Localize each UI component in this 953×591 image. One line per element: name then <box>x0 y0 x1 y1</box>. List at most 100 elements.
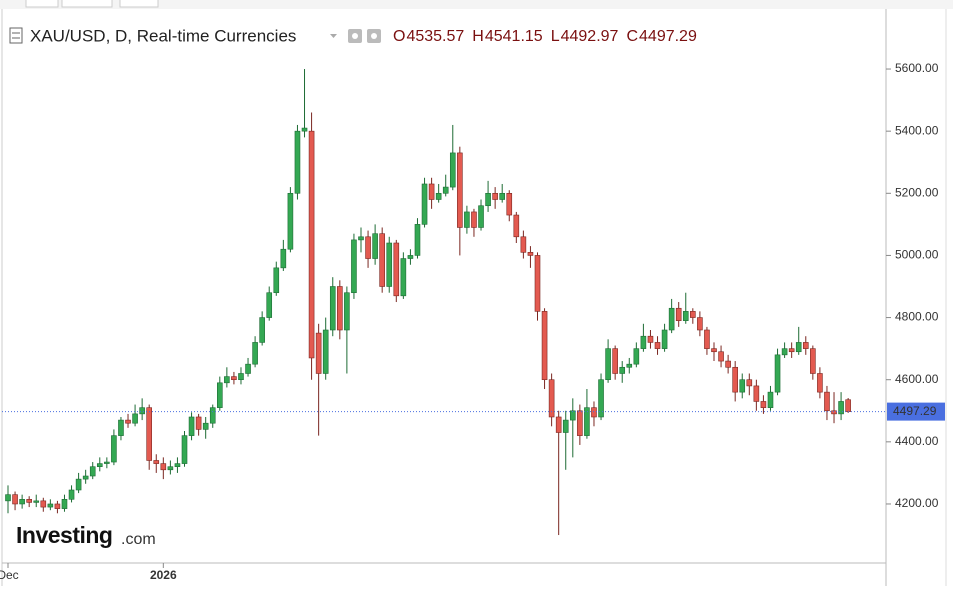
candle-body <box>732 366 738 393</box>
tab <box>119 0 159 8</box>
candle-body <box>802 342 809 349</box>
y-tick-label: 4200.00 <box>895 496 939 510</box>
candle-body <box>287 192 294 250</box>
toolbar-strip <box>0 0 953 9</box>
candle-body <box>132 413 138 424</box>
candle-body <box>682 311 689 321</box>
y-tick-label: 4400.00 <box>895 434 939 448</box>
dropdown-arrow[interactable] <box>330 34 337 38</box>
ohlc-value: 4497.29 <box>639 28 697 45</box>
candle-body <box>449 152 456 188</box>
candle-body <box>471 211 477 228</box>
candle-body <box>47 503 54 508</box>
candle-body <box>513 214 520 238</box>
candle-body <box>273 267 280 294</box>
candle-body <box>633 348 640 365</box>
candle-body <box>739 379 746 393</box>
candle-body <box>442 186 449 194</box>
candle-body <box>753 385 760 402</box>
y-tick-label: 5400.00 <box>895 123 939 137</box>
candle-body <box>181 435 188 464</box>
collapse-icon[interactable] <box>9 27 23 44</box>
candle-body <box>690 311 696 318</box>
candle-body <box>358 236 364 241</box>
candle-body <box>478 205 484 228</box>
candle-body <box>605 348 611 381</box>
candle-body <box>174 463 181 467</box>
candle-body <box>781 348 788 356</box>
candle-body <box>351 239 357 294</box>
candle-body <box>26 499 32 503</box>
settings-icon-dot <box>371 33 377 39</box>
tab <box>25 0 59 8</box>
candle-body <box>760 401 767 408</box>
price-tag <box>887 402 945 421</box>
candle-body <box>548 379 555 418</box>
candle-body <box>68 489 75 500</box>
candle-body <box>146 407 152 461</box>
y-tick-label: 4800.00 <box>895 310 939 324</box>
candle-body <box>96 463 103 467</box>
y-tick-label: 5200.00 <box>895 185 939 199</box>
y-tick-label: 4600.00 <box>895 372 939 386</box>
logo-suffix: .com <box>121 531 156 548</box>
ohlc-value: 4535.57 <box>406 28 464 45</box>
candle-body <box>697 317 703 331</box>
candle-body <box>831 410 837 415</box>
ohlc-key: C <box>626 28 638 45</box>
candle-body <box>647 335 654 343</box>
candle-body <box>54 503 61 509</box>
candle-body <box>125 419 131 424</box>
candle-body <box>541 311 548 381</box>
ohlc-value: 4541.15 <box>485 28 543 45</box>
candle-body <box>435 192 442 200</box>
candle-body <box>40 500 47 508</box>
candle-body <box>294 130 301 194</box>
candle-body <box>160 463 167 471</box>
candle-body <box>400 258 407 297</box>
candle-body <box>464 211 470 228</box>
price-tag-label: 4497.29 <box>893 404 937 418</box>
candle-body <box>668 307 675 331</box>
y-tick-label: 5000.00 <box>895 248 939 262</box>
candle-body <box>238 373 244 381</box>
candle-body <box>824 391 830 412</box>
candle-body <box>492 192 498 200</box>
ohlc-key: H <box>472 28 484 45</box>
candle-body <box>485 192 491 207</box>
candle-body <box>195 416 202 430</box>
candle-body <box>322 329 329 374</box>
y-tick-label: 5600.00 <box>895 61 939 75</box>
candle-body <box>301 127 308 132</box>
candle-body <box>457 152 463 228</box>
x-tick-label: Dec <box>0 568 19 582</box>
candle-body <box>838 401 844 415</box>
candle-body <box>188 416 195 436</box>
candle-body <box>767 391 774 408</box>
candle-body <box>386 242 393 287</box>
candle-body <box>379 233 385 287</box>
candle-body <box>329 286 336 331</box>
candle-body <box>598 379 604 418</box>
candle-body <box>569 410 576 421</box>
candle-body <box>520 236 527 253</box>
candle-body <box>675 307 682 321</box>
candle-body <box>202 422 209 430</box>
candle-body <box>365 236 371 259</box>
candle-body <box>746 379 753 387</box>
candle-body <box>344 292 350 331</box>
candle-body <box>506 192 513 216</box>
candle-body <box>499 192 506 200</box>
candle-body <box>266 292 273 318</box>
candle-body <box>527 252 534 256</box>
candle-body <box>33 500 40 503</box>
candle-body <box>407 255 414 259</box>
candle-body <box>5 494 11 502</box>
candle-body <box>12 494 18 505</box>
candle-body <box>245 363 251 374</box>
candle-body <box>82 475 89 480</box>
candle-body <box>153 460 160 464</box>
x-tick-label: 2026 <box>150 568 177 582</box>
